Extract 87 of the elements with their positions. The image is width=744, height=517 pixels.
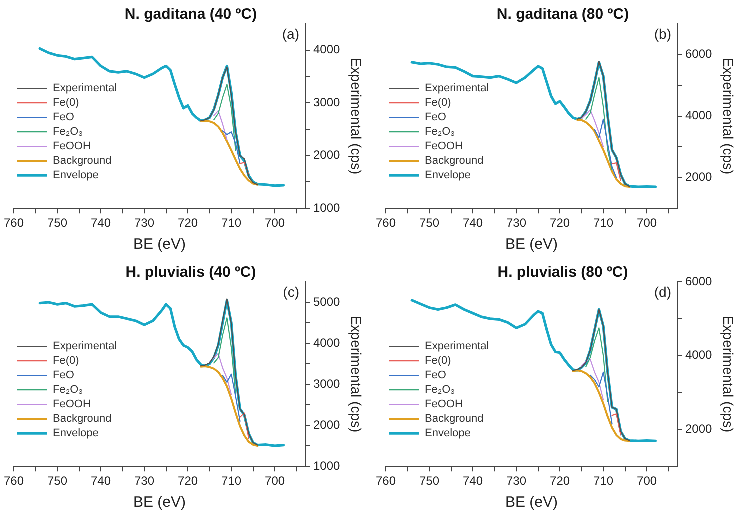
y-tick-label: 2000 xyxy=(314,148,341,162)
x-tick-label: 740 xyxy=(91,474,112,488)
legend-label: Fe(0) xyxy=(53,97,80,110)
legend-label: FeO xyxy=(53,370,75,382)
legend-label: FeOOH xyxy=(53,398,91,411)
legend-label: Envelope xyxy=(425,170,471,182)
y-axis-title: Experimental (cps) xyxy=(720,316,737,433)
y-tick-label: 3000 xyxy=(314,376,341,391)
legend-label: FeOOH xyxy=(425,398,463,411)
y-tick-label: 4000 xyxy=(686,108,713,123)
legend-label: Background xyxy=(53,413,112,426)
legend-label: FeO xyxy=(425,370,447,382)
legend-label: FeOOH xyxy=(53,140,91,153)
y-tick-label: 1000 xyxy=(314,458,341,473)
legend-label: Fe₂O₃ xyxy=(425,384,456,396)
y-tick-label: 4000 xyxy=(686,348,713,362)
annotation: (d) xyxy=(654,284,672,300)
x-tick-label: 710 xyxy=(222,216,242,230)
x-tick-label: 740 xyxy=(463,216,484,230)
chart-title: N. gaditana (80 ºC) xyxy=(496,6,630,24)
legend-label: Background xyxy=(425,413,484,426)
legend-label: FeO xyxy=(53,112,75,124)
chart-title: H. pluvialis (40 ºC) xyxy=(126,264,256,282)
y-axis-title: Experimental (cps) xyxy=(348,316,365,433)
x-tick-label: 750 xyxy=(419,474,440,488)
x-tick-label: 720 xyxy=(178,474,198,488)
y-tick-label: 6000 xyxy=(686,274,713,288)
x-tick-label: 760 xyxy=(4,474,24,488)
x-tick-label: 720 xyxy=(550,216,570,230)
x-tick-label: 760 xyxy=(376,216,396,230)
y-tick-label: 1000 xyxy=(314,200,341,215)
x-tick-label: 720 xyxy=(550,474,570,488)
y-tick-label: 2000 xyxy=(686,422,713,436)
x-tick-label: 750 xyxy=(47,474,68,488)
x-tick-label: 710 xyxy=(594,216,614,230)
y-axis-title: Experimental (cps) xyxy=(720,58,737,175)
legend-label: Background xyxy=(425,155,484,168)
y-tick-label: 2000 xyxy=(686,170,713,184)
chart-title: H. pluvialis (80 ºC) xyxy=(498,264,628,282)
y-tick-label: 2000 xyxy=(314,418,341,432)
legend-label: Fe₂O₃ xyxy=(53,126,84,138)
x-tick-label: 760 xyxy=(4,216,24,230)
x-tick-label: 710 xyxy=(222,474,242,488)
y-axis-title: Experimental (cps) xyxy=(348,58,365,175)
y-tick-label: 4000 xyxy=(314,336,341,350)
legend-label: Experimental xyxy=(53,340,118,353)
x-tick-label: 740 xyxy=(91,216,112,230)
y-tick-label: 5000 xyxy=(314,294,341,309)
x-tick-label: 760 xyxy=(376,474,396,488)
legend-label: Fe₂O₃ xyxy=(53,384,84,396)
x-tick-label: 710 xyxy=(594,474,614,488)
x-axis-title: BE (eV) xyxy=(133,236,186,254)
y-tick-label: 4000 xyxy=(314,42,341,57)
legend-label: FeO xyxy=(425,112,447,124)
legend-label: Envelope xyxy=(53,170,99,182)
x-tick-label: 700 xyxy=(637,216,658,230)
annotation: (a) xyxy=(282,26,300,42)
legend-label: Fe(0) xyxy=(425,355,452,368)
y-tick-label: 3000 xyxy=(314,95,341,110)
x-tick-label: 700 xyxy=(637,474,658,488)
legend-label: Experimental xyxy=(53,82,118,95)
x-axis-title: BE (eV) xyxy=(505,494,558,512)
x-tick-label: 750 xyxy=(47,216,68,230)
annotation: (b) xyxy=(654,26,672,42)
legend-label: Fe(0) xyxy=(425,97,452,110)
x-tick-label: 720 xyxy=(178,216,198,230)
y-tick-label: 6000 xyxy=(686,47,713,62)
legend-label: Fe(0) xyxy=(53,355,80,368)
legend-label: Envelope xyxy=(53,428,99,440)
legend-label: Background xyxy=(53,155,112,168)
x-tick-label: 730 xyxy=(134,216,155,230)
x-tick-label: 740 xyxy=(463,474,484,488)
legend-label: Fe₂O₃ xyxy=(425,126,456,138)
legend-label: Experimental xyxy=(425,82,490,95)
chart-title: N. gaditana (40 ºC) xyxy=(124,6,258,24)
x-tick-label: 750 xyxy=(419,216,440,230)
x-tick-label: 730 xyxy=(506,216,527,230)
x-tick-label: 730 xyxy=(134,474,155,488)
x-tick-label: 700 xyxy=(265,216,286,230)
legend-label: Experimental xyxy=(425,340,490,353)
legend-label: Envelope xyxy=(425,428,471,440)
x-tick-label: 730 xyxy=(506,474,527,488)
legend-label: FeOOH xyxy=(425,140,463,153)
x-axis-title: BE (eV) xyxy=(133,494,186,512)
x-tick-label: 700 xyxy=(265,474,286,488)
x-axis-title: BE (eV) xyxy=(505,236,558,254)
annotation: (c) xyxy=(283,284,300,300)
